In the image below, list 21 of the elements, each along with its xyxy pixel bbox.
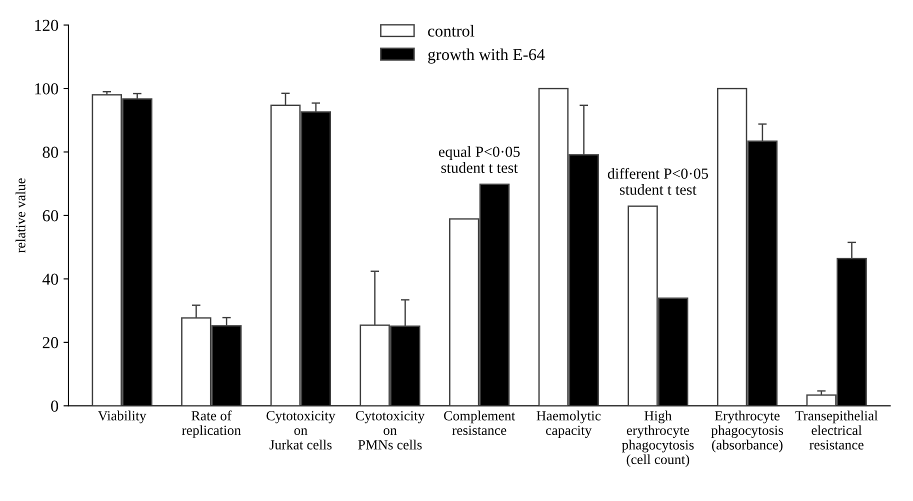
y-tick-label: 20 — [42, 337, 58, 348]
x-tick-label: Erythrocyte phagocytosis (absorbance) — [711, 410, 784, 452]
x-tick-label: Transepithelial electrical resistance — [795, 410, 878, 450]
y-tick-label: 80 — [42, 146, 58, 158]
annotation: different P<0·05 student t test — [608, 168, 708, 195]
y-tick-label: 100 — [35, 83, 58, 94]
x-tick-label: Rate of replication — [182, 410, 241, 438]
y-tick-label: 0 — [51, 400, 58, 412]
y-axis-title: relative value — [16, 178, 26, 253]
x-tick-label: Cytotoxicity on Jurkat cells — [266, 411, 336, 450]
y-tick-label: 60 — [42, 210, 58, 222]
y-tick-label: 40 — [42, 274, 58, 285]
x-tick-label: Complement resistance — [444, 410, 516, 435]
y-tick-label: 120 — [35, 20, 58, 31]
x-tick-label: Viability — [98, 410, 146, 424]
legend-label: growth with E-64 — [428, 48, 545, 64]
legend-label: control — [428, 24, 474, 37]
annotation: equal P<0·05 student t test — [438, 146, 520, 173]
x-tick-label: Haemolytic capacity — [536, 410, 601, 438]
x-tick-label: High erythrocyte phagocytosis (cell count) — [622, 410, 694, 467]
x-tick-label: Cytotoxicity on PMNs cells — [356, 411, 425, 450]
